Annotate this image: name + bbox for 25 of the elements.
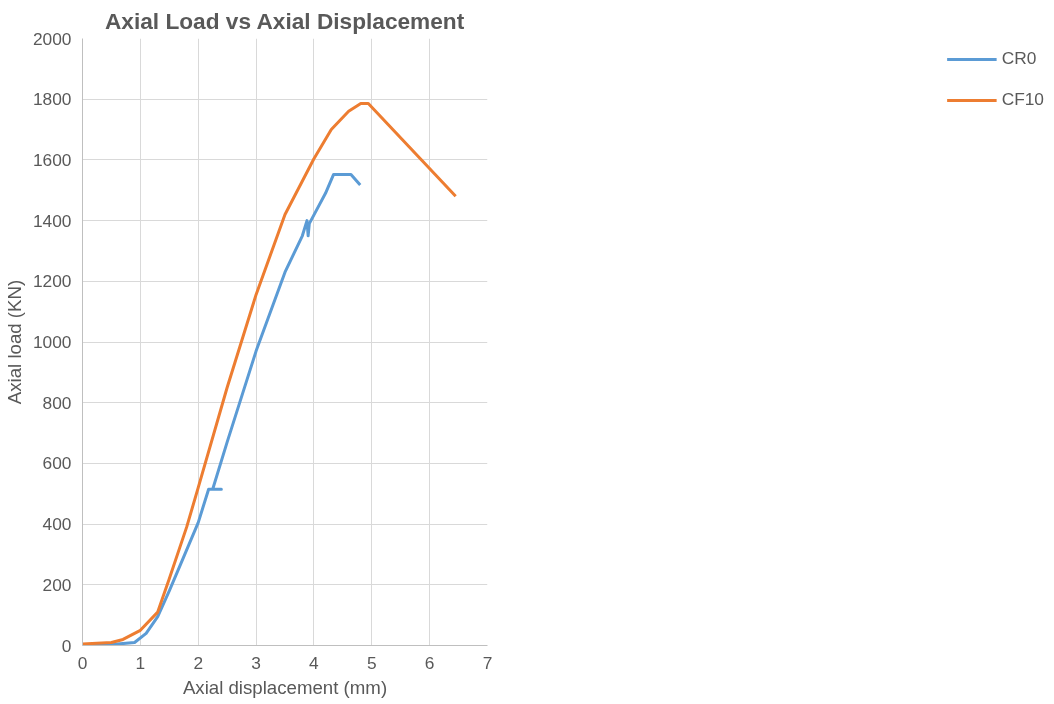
- x-tick-label: 7: [482, 652, 493, 673]
- y-tick-label: 600: [42, 453, 72, 474]
- y-tick-label: 1400: [32, 210, 72, 231]
- x-tick-label: 5: [366, 652, 377, 673]
- x-tick-label: 4: [309, 652, 320, 673]
- x-axis-title: Axial displacement (mm): [182, 676, 388, 698]
- y-tick-label: 0: [61, 635, 72, 656]
- y-tick-label: 800: [42, 392, 72, 413]
- x-tick-label: 0: [77, 652, 88, 673]
- y-tick-label: 1200: [32, 271, 72, 292]
- x-tick-label: 3: [251, 652, 261, 673]
- legend-label: CR0: [1001, 48, 1037, 69]
- y-tick-label: 200: [42, 574, 72, 595]
- y-tick-label: 400: [42, 514, 72, 535]
- x-tick-label: 2: [193, 652, 204, 673]
- x-tick-label: 6: [424, 652, 435, 673]
- y-tick-label: 1000: [32, 332, 72, 352]
- x-tick-label: 1: [135, 652, 146, 673]
- y-axis-title: Axial load (KN): [3, 279, 25, 405]
- y-tick-label: 2000: [32, 28, 72, 49]
- line-series: [82, 101, 458, 646]
- chart-title: Axial Load vs Axial Displacement: [104, 7, 465, 34]
- legend-label: CF10: [1001, 89, 1044, 110]
- y-tick-label: 1800: [32, 89, 72, 110]
- y-tick-label: 1600: [32, 149, 72, 170]
